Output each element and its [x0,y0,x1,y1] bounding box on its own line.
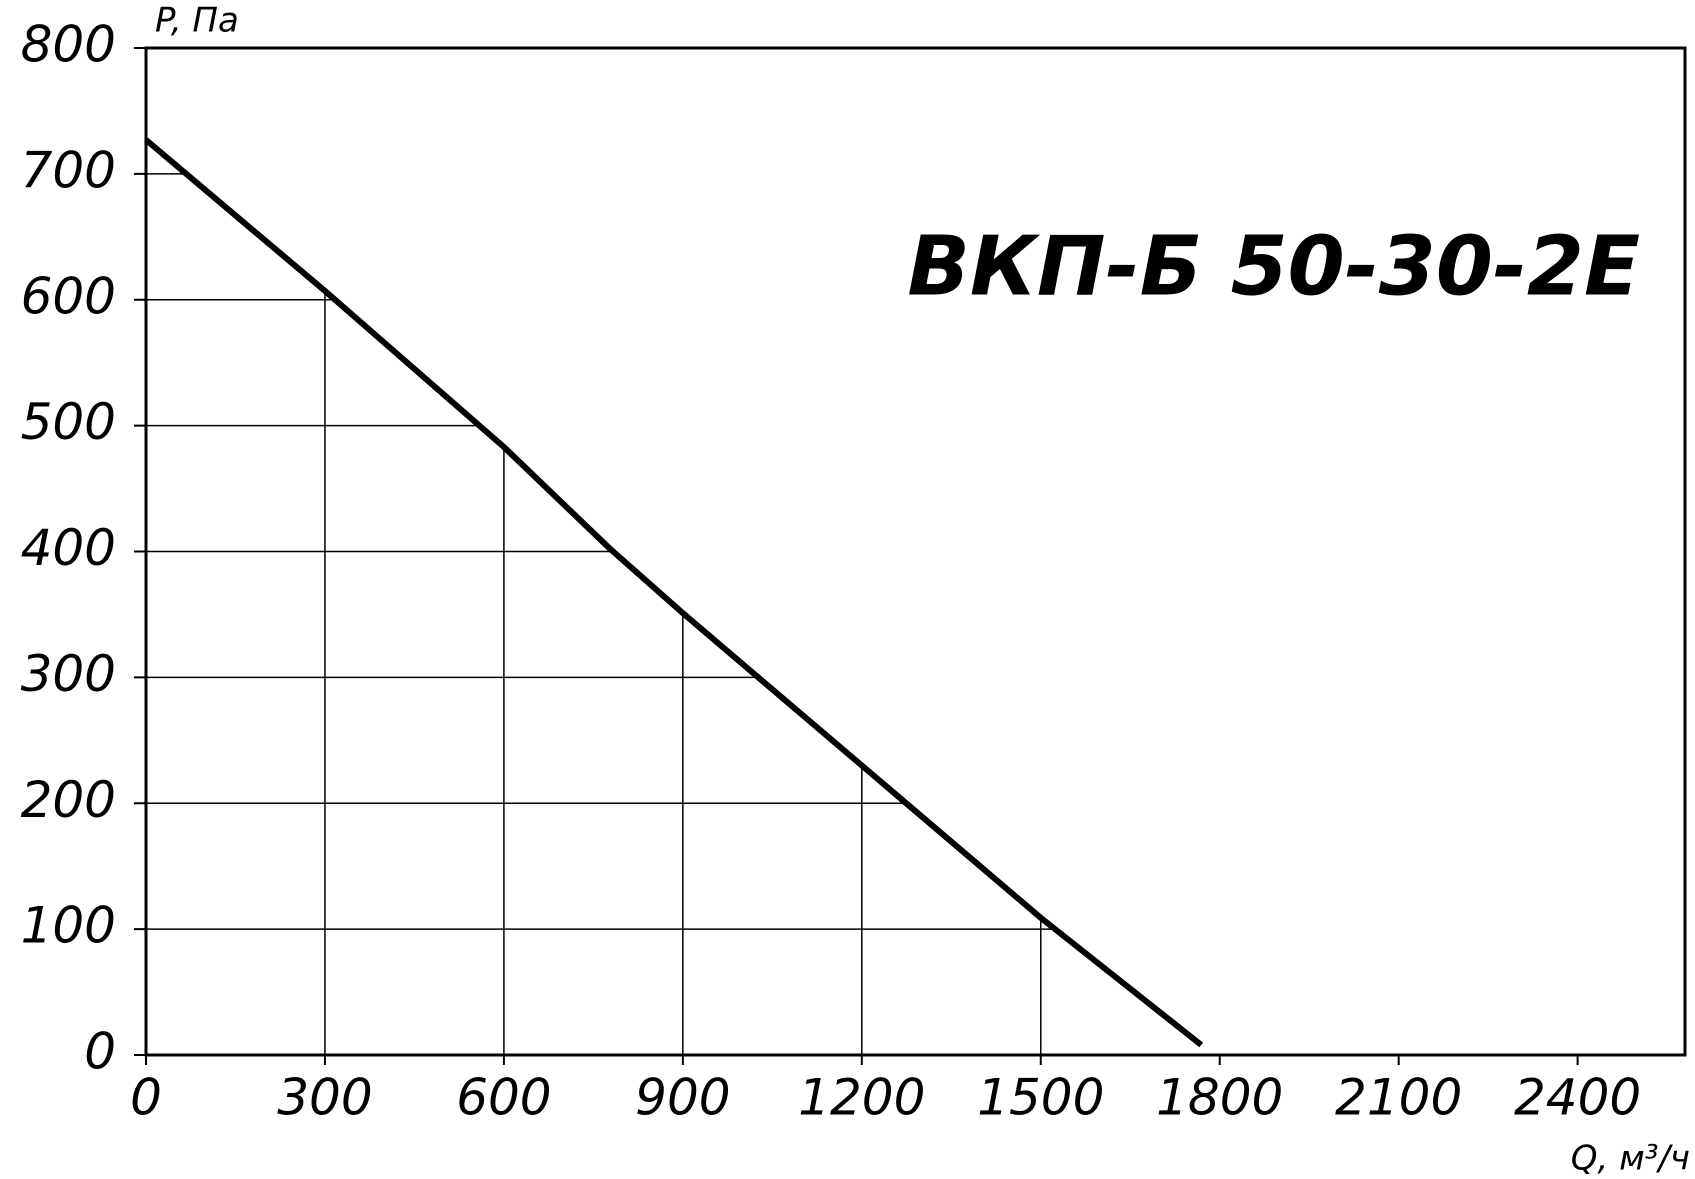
x-tick-label: 1800 [1156,1069,1283,1127]
plot-frame [144,46,1687,1057]
x-tick-label: 1200 [798,1069,925,1127]
y-tick-label: 600 [21,267,116,325]
x-tick-label: 0 [130,1069,162,1127]
y-tick-label: 500 [21,393,116,451]
x-tick-label: 2100 [1335,1069,1462,1127]
x-tick-label: 900 [635,1069,730,1127]
x-tick-label: 2400 [1514,1069,1641,1127]
chart-title: ВКП-Б 50-30-2Е [907,219,1640,314]
y-tick-label: 700 [21,141,116,199]
y-tick-label: 800 [21,16,116,74]
x-axis-label: Q, м³/ч [1571,1139,1690,1179]
x-tick-label: 1500 [977,1069,1104,1127]
y-tick-label: 300 [21,645,116,703]
y-tick-label: 100 [21,897,116,955]
y-tick-label: 200 [21,771,116,829]
grid [146,139,1202,1056]
x-tick-label: 300 [277,1069,372,1127]
x-tick-label: 600 [456,1069,551,1127]
y-tick-label: 400 [21,519,116,577]
y-tick-label: 0 [84,1023,116,1081]
line [144,137,1204,1048]
y-axis-label: P, Па [155,1,239,41]
